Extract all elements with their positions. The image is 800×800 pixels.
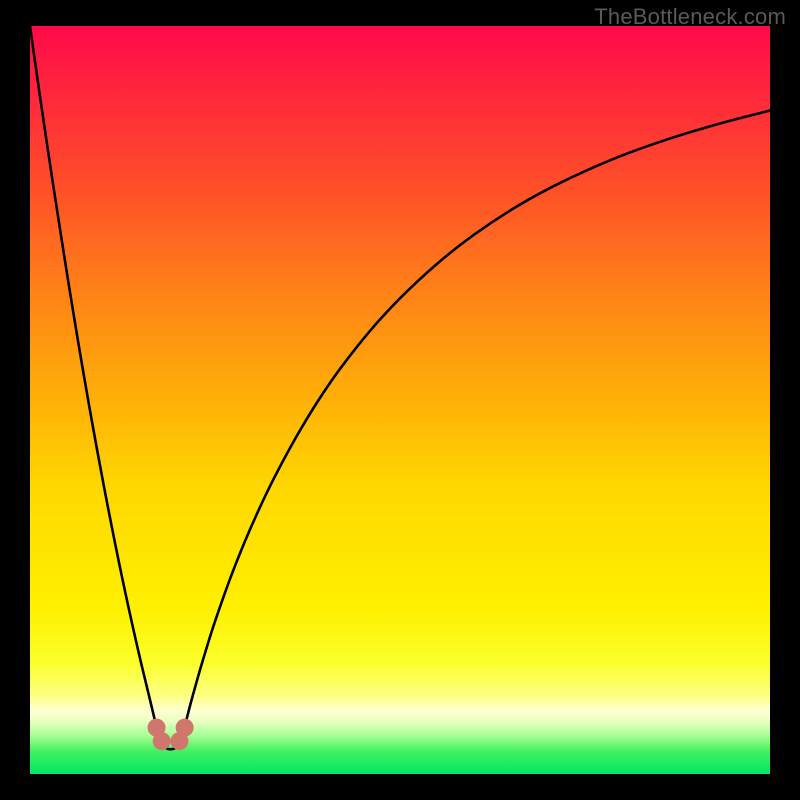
watermark-text: TheBottleneck.com [594,4,786,30]
trough-marker [176,719,194,737]
chart-container: TheBottleneck.com [0,0,800,800]
bottleneck-chart [0,0,800,800]
trough-marker [153,732,171,750]
